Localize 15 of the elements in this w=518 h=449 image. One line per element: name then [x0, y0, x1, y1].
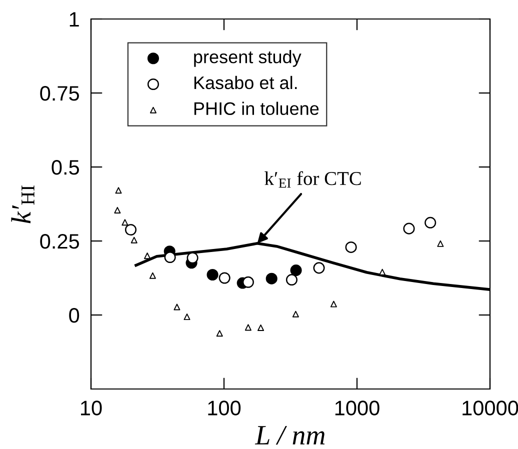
x-tick-label: 10 [81, 400, 102, 416]
legend-label: PHIC in toluene [194, 102, 319, 116]
y-tick-label: 1 [70, 12, 79, 27]
legend-label: present study [194, 50, 302, 67]
y-tick-label: 0.75 [40, 86, 80, 101]
annotation: k′$_{EI}$ for CTC [264, 171, 361, 188]
legend-label: Kasabo et al. [194, 76, 297, 90]
x-tick-label: 100 [208, 400, 241, 416]
y-tick-label: 0.5 [52, 160, 80, 175]
x-tick-label: 10000 [462, 400, 518, 416]
y-tick-label: 0.25 [40, 234, 80, 249]
y-axis-title: k′$_{HI}$ [11, 186, 34, 224]
y-tick-label: 0 [69, 308, 80, 323]
x-tick-label: 1000 [335, 400, 380, 416]
x-axis-title: L / nm [254, 426, 325, 445]
